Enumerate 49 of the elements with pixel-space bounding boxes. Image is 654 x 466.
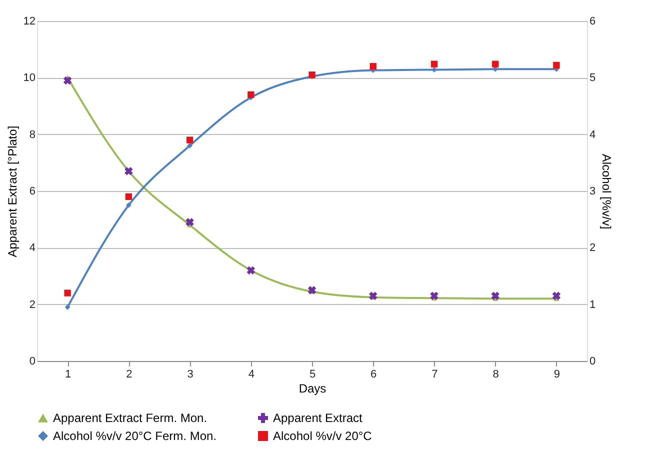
y2-tick-label: 4 — [590, 128, 596, 141]
legend-label: Alcohol %v/v 20°C Ferm. Mon. — [53, 429, 217, 443]
point — [553, 62, 560, 69]
y-tick-label: 10 — [23, 72, 36, 84]
point — [552, 292, 561, 300]
y-tick-label: 8 — [29, 128, 36, 141]
point — [308, 286, 316, 294]
point — [248, 91, 254, 98]
y2-tick-label: 3 — [590, 186, 596, 198]
y2-tick-label: 0 — [590, 356, 596, 368]
x-tick-label: 9 — [554, 368, 560, 380]
x-tick-label: 3 — [187, 368, 194, 380]
x-tick-label: 2 — [126, 368, 132, 380]
legend-label: Apparent Extract Ferm. Mon. — [53, 411, 208, 425]
point — [64, 290, 71, 296]
y-tick-label: 12 — [23, 16, 36, 28]
point — [370, 62, 376, 70]
point — [186, 218, 194, 226]
x-tick-label: 8 — [492, 368, 499, 380]
point — [125, 193, 132, 200]
point — [187, 142, 193, 148]
y2-tick-label: 6 — [590, 16, 596, 28]
point — [368, 292, 378, 300]
y2-tick-label: 1 — [590, 298, 596, 311]
x-tick-label: 5 — [309, 368, 316, 380]
y-tick-label: 2 — [29, 298, 36, 311]
point — [308, 71, 316, 78]
point — [491, 292, 500, 300]
point — [430, 60, 438, 68]
x-tick-label: 6 — [370, 368, 377, 380]
y-tick-label: 4 — [29, 242, 36, 254]
legend-label: Alcohol %v/v 20°C — [273, 429, 372, 443]
y-tick-label: 0 — [29, 356, 36, 368]
y-axis-title: Apparent Extract [°Plato] — [5, 126, 20, 258]
point — [186, 136, 194, 144]
point — [64, 304, 70, 310]
point — [63, 76, 72, 85]
x-tick-label: 4 — [248, 368, 254, 380]
y-tick-label: 6 — [29, 186, 36, 198]
legend-label: Apparent Extract — [273, 411, 364, 425]
point — [430, 292, 438, 300]
x-tick-label: 7 — [432, 368, 438, 380]
point — [492, 60, 499, 68]
y2-tick-label: 2 — [590, 242, 596, 254]
point — [126, 202, 132, 208]
y2-tick-label: 5 — [590, 72, 596, 84]
x-tick-label: 1 — [64, 368, 72, 380]
x-axis-title: Days — [298, 382, 326, 396]
y2-axis-title: Alcohol [%v/v] — [600, 154, 614, 230]
